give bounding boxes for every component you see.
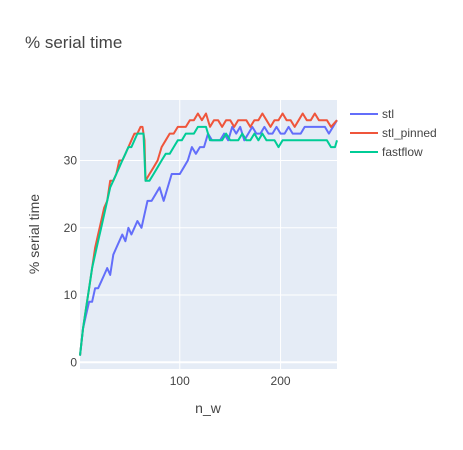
y-tick-label: 30 (64, 154, 78, 168)
legend[interactable]: stl stl_pinned fastflow (350, 107, 437, 159)
x-tick-label: 100 (170, 374, 190, 388)
y-tick-label: 0 (70, 355, 77, 369)
x-axis-title: n_w (195, 400, 222, 416)
x-axis-ticks: 100 200 (170, 374, 291, 388)
legend-item-fastflow[interactable]: fastflow (350, 145, 423, 159)
y-axis-title: % serial time (26, 194, 42, 274)
legend-label: fastflow (382, 145, 423, 159)
legend-label: stl (382, 107, 394, 121)
legend-label: stl_pinned (382, 126, 437, 140)
y-axis-ticks: 0 10 20 30 (64, 154, 78, 370)
legend-item-stl[interactable]: stl (350, 107, 394, 121)
legend-item-stl_pinned[interactable]: stl_pinned (350, 126, 437, 140)
y-tick-label: 20 (64, 221, 78, 235)
y-tick-label: 10 (64, 288, 78, 302)
x-tick-label: 200 (271, 374, 291, 388)
